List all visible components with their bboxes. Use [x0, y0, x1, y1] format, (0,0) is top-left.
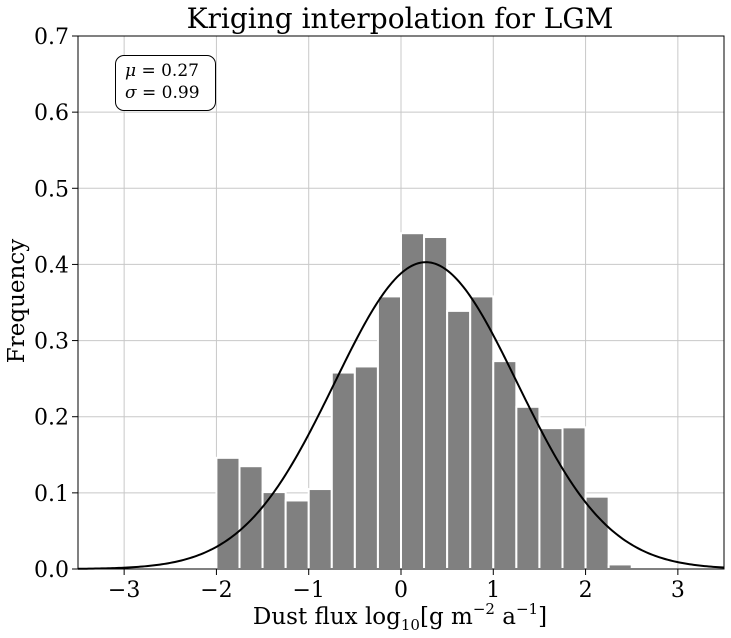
y-tick-label-6: 0.6	[34, 101, 69, 126]
histogram-bar-13	[515, 405, 541, 570]
x-axis-label-exp1: −2	[473, 600, 495, 618]
chart-title: Kriging interpolation for LGM	[187, 2, 614, 35]
sigma-symbol: σ	[125, 83, 137, 103]
histogram-bar-10	[446, 309, 472, 570]
mu-value: = 0.27	[136, 61, 199, 81]
x-tick-label-0: −3	[108, 578, 140, 603]
x-tick-label-2: −1	[292, 578, 324, 603]
x-tick-label-6: 3	[671, 578, 685, 603]
histogram-bars	[215, 232, 633, 571]
y-tick-label-4: 0.4	[34, 253, 69, 278]
y-tick-label-3: 0.3	[34, 330, 69, 355]
histogram-bar-1	[238, 465, 264, 571]
histogram-bar-7	[376, 295, 402, 570]
histogram-bar-8	[400, 232, 426, 571]
histogram-bar-0	[215, 456, 241, 570]
x-tick-label-4: 1	[486, 578, 500, 603]
x-tick-label-1: −2	[200, 578, 232, 603]
histogram-bar-9	[423, 236, 449, 570]
y-axis-ticks: 0.0 0.1 0.2 0.3 0.4 0.5 0.6 0.7	[34, 25, 78, 583]
histogram-bar-12	[492, 360, 518, 570]
sigma-value: = 0.99	[136, 83, 200, 103]
histogram-bar-6	[353, 365, 379, 570]
y-axis-label: Frequency	[4, 239, 30, 363]
y-tick-label-7: 0.7	[34, 25, 69, 50]
y-tick-label-5: 0.5	[34, 177, 69, 202]
histogram-bar-5	[330, 371, 356, 570]
histogram-bar-17	[607, 563, 633, 571]
sigma-annotation: σ = 0.99	[125, 82, 215, 104]
y-tick-label-0: 0.0	[34, 558, 69, 583]
stats-annotation-box: μ = 0.27 σ = 0.99	[115, 55, 216, 111]
y-tick-label-2: 0.2	[34, 406, 69, 431]
mean-annotation: μ = 0.27	[125, 60, 215, 82]
mu-symbol: μ	[125, 61, 137, 81]
x-axis-label-unit-suffix: ]	[538, 604, 547, 630]
x-axis-ticks: −3 −2 −1 0 1 2 3	[108, 569, 685, 603]
y-tick-label-1: 0.1	[34, 482, 69, 507]
histogram-bar-3	[284, 499, 310, 571]
x-axis-label-unit-prefix: [g m	[420, 604, 473, 630]
normal-fit-curve	[77, 261, 725, 570]
x-axis-label-main: Dust flux log	[253, 604, 401, 630]
x-tick-label-3: 0	[394, 578, 408, 603]
histogram-bar-4	[307, 488, 333, 570]
histogram-bar-11	[469, 295, 495, 570]
x-axis-label-sub: 10	[401, 616, 420, 634]
x-axis-label-unit-mid: a	[495, 604, 516, 630]
x-axis-label-exp2: −1	[516, 600, 538, 618]
x-axis-label: Dust flux log10[g m−2 a−1]	[253, 600, 547, 634]
x-tick-label-5: 2	[579, 578, 593, 603]
